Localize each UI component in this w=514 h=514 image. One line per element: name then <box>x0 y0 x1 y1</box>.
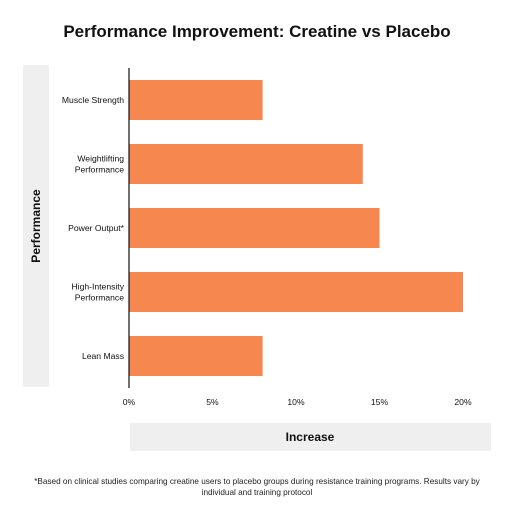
bar-2 <box>129 208 380 248</box>
bar-1 <box>129 144 363 184</box>
chart-title: Performance Improvement: Creatine vs Pla… <box>63 22 451 41</box>
x-tick-label-2: 10% <box>287 397 305 407</box>
x-tick-label-1: 5% <box>206 397 219 407</box>
x-tick-labels: 0% 5% 10% 15% 20% <box>123 397 472 407</box>
bar-4 <box>129 336 263 376</box>
y-axis-label: Performance <box>29 189 43 263</box>
category-label-2: Power Output* <box>68 223 125 233</box>
bar-0 <box>129 80 263 120</box>
x-tick-label-4: 20% <box>454 397 472 407</box>
category-label-0: Muscle Strength <box>62 95 124 105</box>
y-axis-label-background <box>23 65 49 387</box>
category-label-1: Weightlifting Performance <box>75 154 124 175</box>
bar-3 <box>129 272 463 312</box>
x-axis-label: Increase <box>286 430 335 444</box>
footnote: *Based on clinical studies comparing cre… <box>34 477 480 497</box>
x-tick-label-0: 0% <box>123 397 136 407</box>
category-label-4: Lean Mass <box>82 351 124 361</box>
category-label-3: High-Intensity Performance <box>71 282 124 303</box>
x-tick-label-3: 15% <box>371 397 389 407</box>
category-labels: Muscle Strength Weightlifting Performance P… <box>62 95 125 361</box>
x-axis-label-background <box>130 423 491 451</box>
bars-layer <box>129 80 463 376</box>
